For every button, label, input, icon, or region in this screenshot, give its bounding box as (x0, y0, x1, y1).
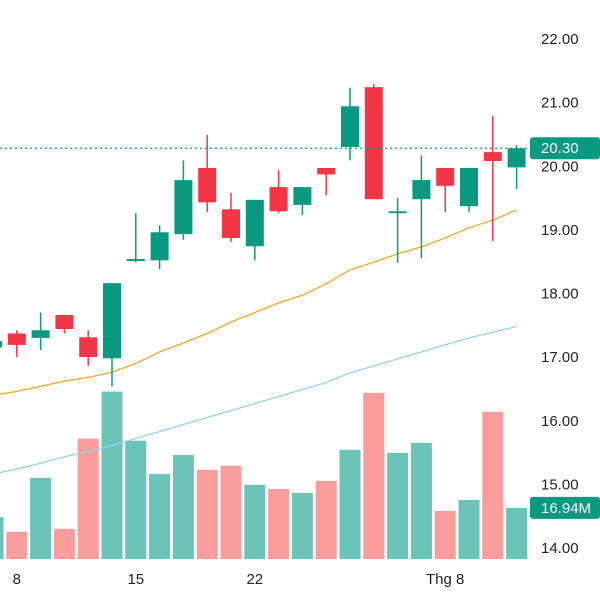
volume-bar (196, 469, 218, 559)
last-volume-badge (530, 496, 600, 519)
candle-body (103, 283, 121, 359)
candle-body (126, 259, 145, 261)
ma-layer (0, 209, 517, 474)
volume-bar (125, 440, 147, 559)
y-tick-label: 18.00 (541, 286, 579, 303)
last-price-badge (530, 137, 600, 160)
volume-bar (506, 507, 528, 559)
volume-bar (291, 492, 313, 559)
candle-layer (0, 84, 526, 387)
volume-bar (77, 438, 99, 559)
y-tick-label: 20.00 (541, 158, 579, 175)
candle-body (0, 341, 2, 348)
y-tick-label: 14.00 (541, 540, 579, 557)
candle-body (55, 315, 74, 329)
candle-body (269, 187, 288, 212)
candle-body (341, 106, 359, 147)
x-tick-label: 22 (246, 571, 263, 588)
candle-body (150, 232, 169, 261)
candle-body (174, 180, 193, 235)
x-tick-label: 8 (13, 571, 21, 588)
candle-body (507, 148, 526, 168)
y-tick-label: 21.00 (541, 95, 579, 112)
last-price-label: 20.30 (541, 140, 579, 157)
volume-bar (315, 480, 337, 559)
candle-body (7, 333, 26, 345)
candle-body (388, 211, 407, 214)
candle-body (222, 209, 240, 238)
volume-bar (220, 465, 242, 559)
y-tick-label: 15.00 (541, 477, 579, 494)
volume-bar (6, 531, 28, 559)
volume-bar (30, 477, 52, 559)
volume-bar (387, 452, 409, 559)
volume-bar (149, 473, 171, 559)
y-tick-label: 22.00 (541, 31, 579, 48)
volume-bar (244, 484, 266, 559)
x-tick-label: 15 (127, 571, 144, 588)
volume-bar (482, 411, 504, 559)
volume-bar (53, 528, 75, 559)
candle-body (293, 187, 312, 205)
candle-body (436, 168, 455, 186)
candle-body (245, 199, 264, 247)
y-tick-label: 17.00 (541, 349, 579, 366)
candle-body (364, 87, 383, 200)
y-tick-label: 19.00 (541, 222, 579, 239)
volume-bar (0, 517, 4, 559)
volume-bar (172, 454, 194, 559)
candle-body (79, 337, 98, 357)
volume-bar (339, 449, 361, 559)
x-tick-label: Thg 8 (426, 571, 464, 588)
candle-body (412, 180, 431, 200)
volume-bar (268, 489, 290, 559)
volume-bar (458, 499, 480, 559)
volume-bar (410, 442, 432, 559)
moving-average-line (0, 209, 517, 395)
y-tick-label: 16.00 (541, 413, 579, 430)
volume-bar (101, 391, 123, 559)
candle-body (198, 168, 217, 203)
volume-layer (0, 391, 528, 559)
last-volume-label: 16.94M (541, 500, 591, 517)
moving-average-line (0, 325, 517, 474)
volume-bar (434, 511, 456, 559)
candle-body (31, 330, 50, 338)
candle-body (317, 168, 336, 175)
volume-bar (363, 392, 385, 559)
axis-layer: 14.00 15.00 16.00 17.00 18.00 19.00 20.00 21.00… (0, 31, 600, 588)
candle-body (460, 168, 478, 207)
candle-body (483, 152, 502, 161)
